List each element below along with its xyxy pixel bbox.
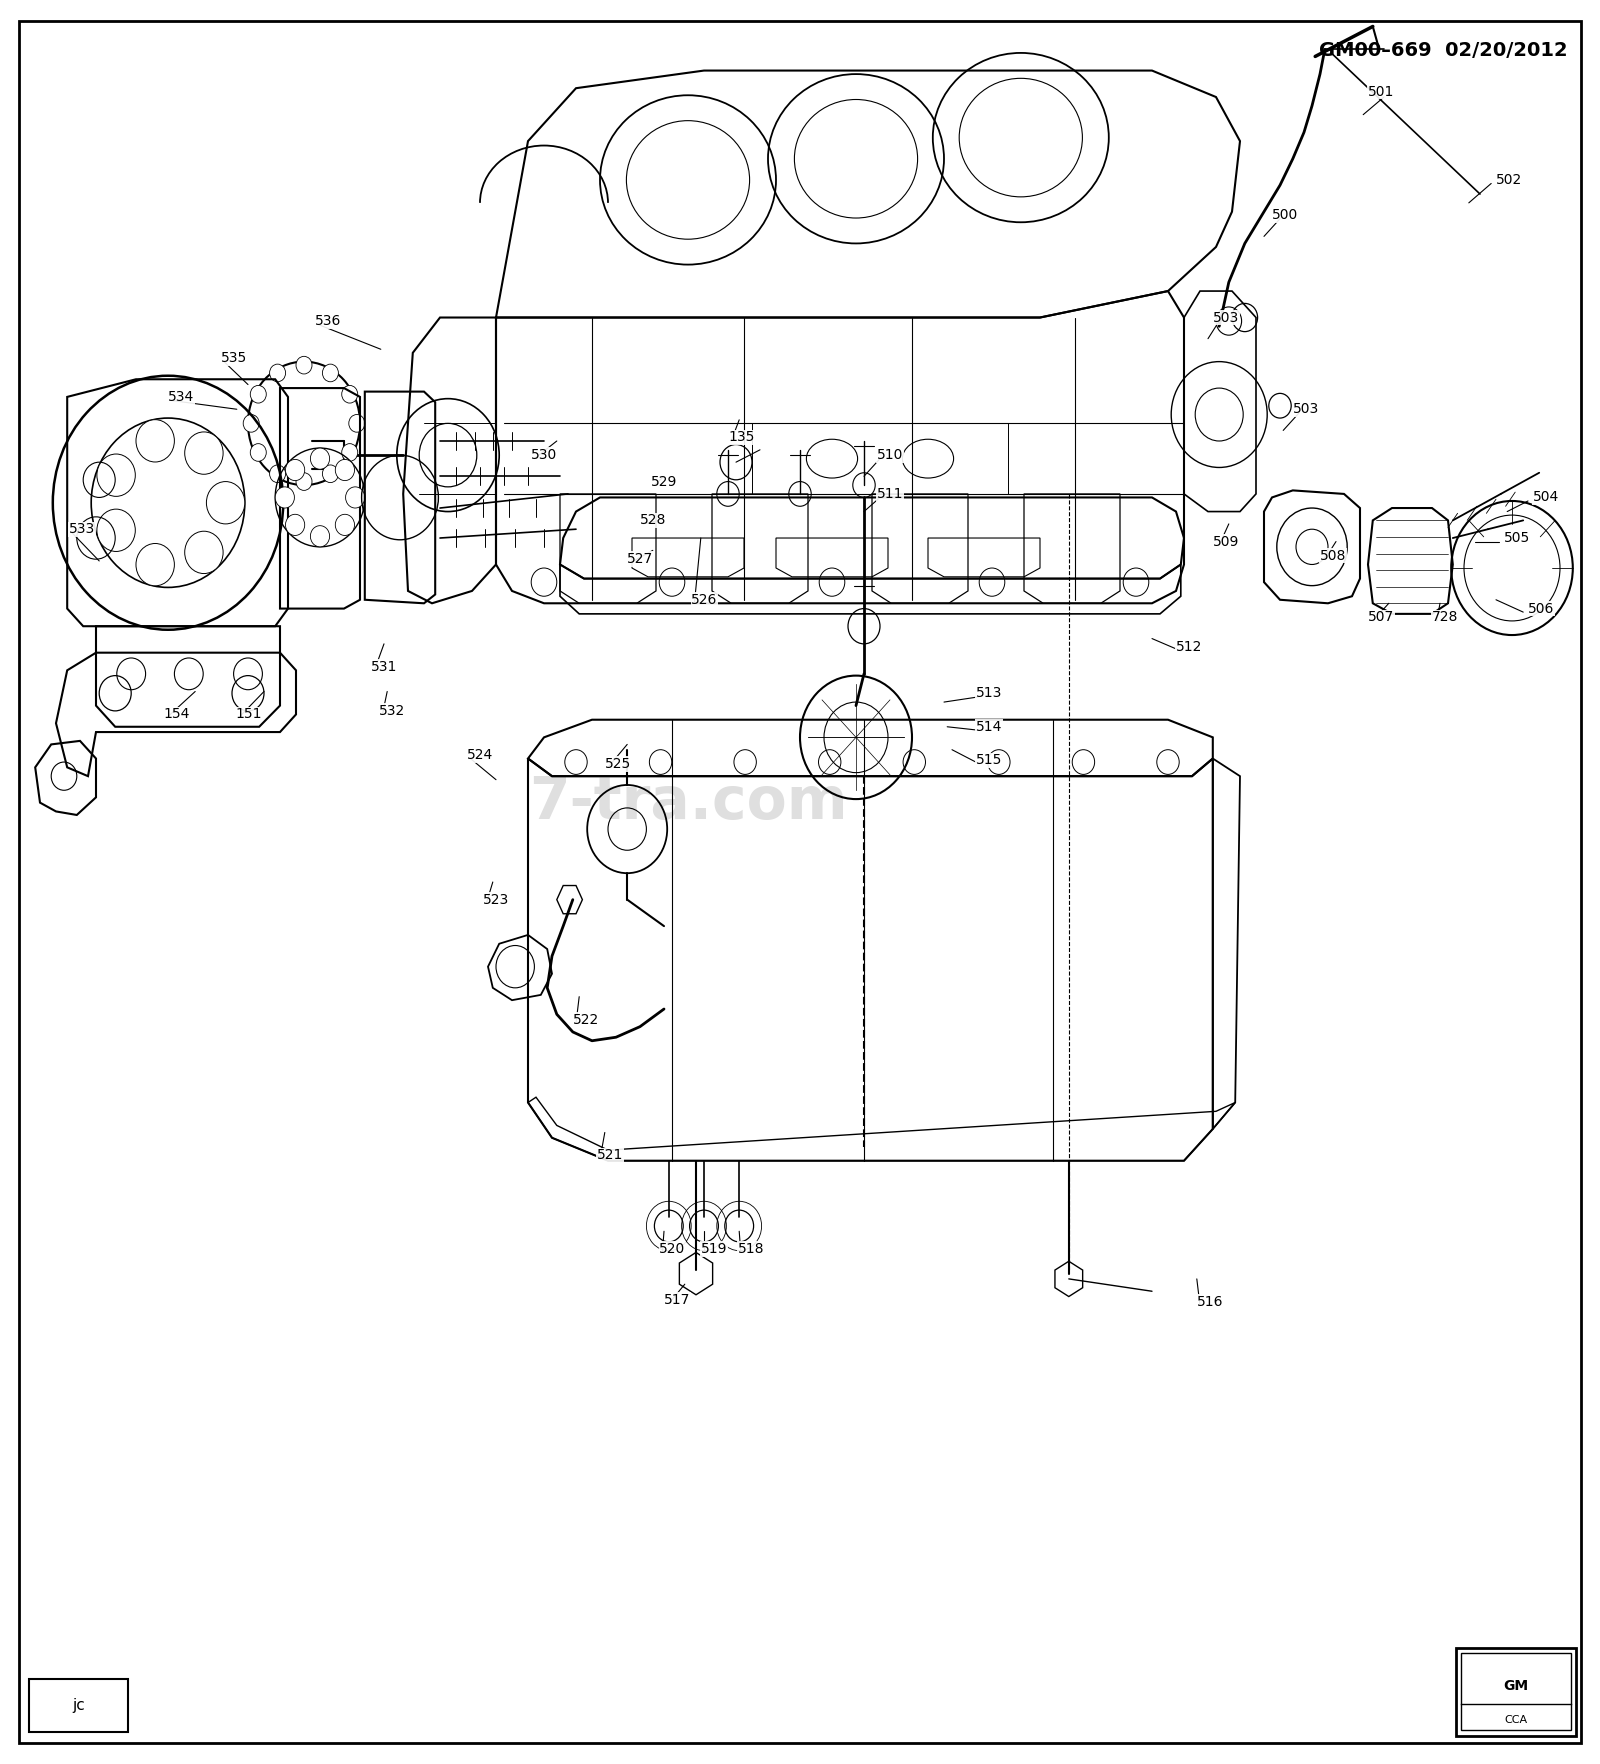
Text: 512: 512 (1176, 640, 1202, 654)
Text: 519: 519 (701, 1242, 728, 1256)
Text: 503: 503 (1293, 402, 1318, 416)
Text: 531: 531 (371, 660, 397, 674)
Text: 506: 506 (1528, 602, 1554, 616)
Circle shape (269, 466, 285, 483)
Circle shape (206, 482, 245, 524)
Text: 500: 500 (1272, 208, 1298, 222)
Text: 524: 524 (467, 748, 493, 762)
Circle shape (184, 531, 222, 573)
Circle shape (342, 386, 358, 404)
Text: 154: 154 (163, 707, 189, 721)
Text: GM00–669  02/20/2012: GM00–669 02/20/2012 (1320, 41, 1568, 60)
Text: 510: 510 (877, 448, 902, 462)
Text: 534: 534 (168, 390, 194, 404)
Text: 515: 515 (976, 753, 1002, 767)
Circle shape (250, 443, 266, 460)
Text: 525: 525 (605, 757, 630, 771)
Text: 509: 509 (1213, 534, 1238, 549)
Text: 503: 503 (1213, 310, 1238, 325)
Circle shape (296, 356, 312, 374)
Bar (29, 1679, 128, 1732)
Text: 508: 508 (1320, 549, 1346, 563)
Circle shape (346, 487, 365, 508)
Circle shape (296, 473, 312, 490)
Text: 536: 536 (315, 314, 341, 328)
Text: 513: 513 (976, 686, 1002, 700)
Text: CCA: CCA (1504, 1715, 1528, 1725)
Text: 507: 507 (1368, 610, 1394, 624)
Circle shape (98, 510, 136, 552)
Text: 528: 528 (640, 513, 666, 527)
Text: 505: 505 (1504, 531, 1530, 545)
Text: 522: 522 (573, 1013, 598, 1027)
Bar (1456, 1648, 1576, 1736)
Text: 504: 504 (1533, 490, 1558, 505)
Circle shape (285, 459, 304, 480)
Text: GM: GM (1504, 1679, 1528, 1693)
Text: jc: jc (72, 1699, 85, 1713)
Text: 520: 520 (659, 1242, 685, 1256)
Text: 526: 526 (691, 593, 717, 607)
Circle shape (323, 363, 339, 381)
Circle shape (243, 415, 259, 432)
Circle shape (322, 466, 339, 483)
Text: 517: 517 (664, 1293, 690, 1307)
Text: 533: 533 (69, 522, 94, 536)
Circle shape (184, 432, 222, 475)
Text: 514: 514 (976, 720, 1002, 734)
Circle shape (98, 453, 136, 496)
Circle shape (336, 459, 355, 480)
Text: 516: 516 (1197, 1295, 1224, 1309)
Circle shape (310, 448, 330, 469)
Text: 728: 728 (1432, 610, 1458, 624)
Circle shape (136, 420, 174, 462)
Text: 7-tra.com: 7-tra.com (528, 774, 848, 831)
Text: 518: 518 (738, 1242, 765, 1256)
Text: 502: 502 (1496, 173, 1522, 187)
Text: 530: 530 (531, 448, 557, 462)
Text: 527: 527 (627, 552, 653, 566)
Circle shape (310, 526, 330, 547)
Text: 529: 529 (651, 475, 677, 489)
Text: 535: 535 (221, 351, 246, 365)
Circle shape (136, 543, 174, 586)
Circle shape (285, 515, 304, 536)
Text: 523: 523 (483, 893, 509, 907)
Bar (1461, 1653, 1571, 1730)
Text: 532: 532 (379, 704, 405, 718)
Circle shape (250, 386, 266, 404)
Circle shape (349, 415, 365, 432)
Circle shape (269, 363, 286, 381)
Text: 135: 135 (728, 430, 754, 445)
Text: 151: 151 (235, 707, 262, 721)
Text: 521: 521 (597, 1148, 622, 1162)
Circle shape (342, 443, 358, 460)
Text: 501: 501 (1368, 85, 1394, 99)
Text: 511: 511 (877, 487, 904, 501)
Circle shape (275, 487, 294, 508)
Circle shape (336, 515, 355, 536)
